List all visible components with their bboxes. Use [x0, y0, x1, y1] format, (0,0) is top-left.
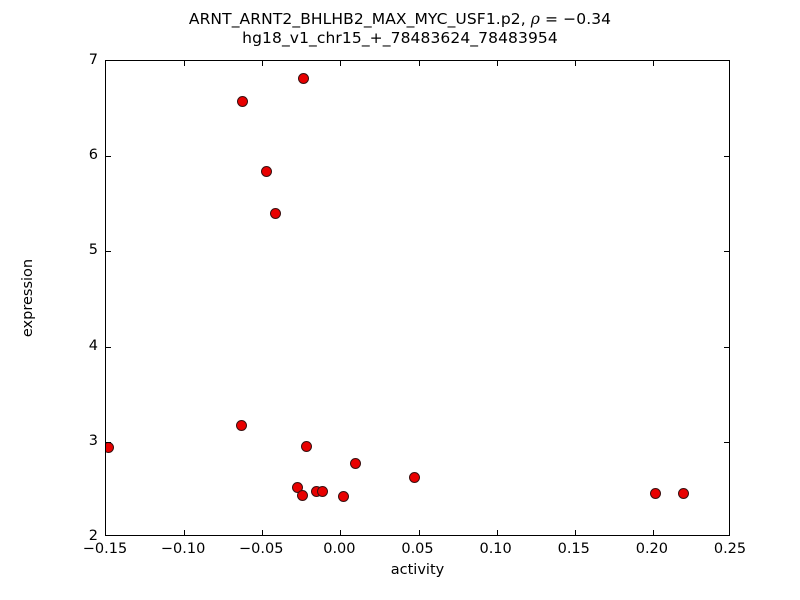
scatter-point: [649, 487, 661, 499]
chart-title: ARNT_ARNT2_BHLHB2_MAX_MYC_USF1.p2, ρ = −…: [0, 10, 800, 47]
chart-title-motif: ARNT_ARNT2_BHLHB2_MAX_MYC_USF1.p2,: [188, 10, 531, 28]
x-axis-tick: [418, 530, 420, 535]
scatter-point: [349, 458, 361, 470]
x-axis-tick-top: [496, 61, 498, 66]
x-axis-tick: [652, 530, 654, 535]
x-axis-tick-top: [184, 61, 186, 66]
x-tick-label: 0.10: [479, 541, 512, 557]
x-axis-tick: [496, 530, 498, 535]
x-tick-label: 0.05: [401, 541, 434, 557]
y-axis-tick-right: [724, 441, 729, 443]
x-axis-tick-top: [418, 61, 420, 66]
scatter-point: [106, 442, 114, 453]
x-tick-label: 0.20: [635, 541, 669, 557]
x-axis-tick-top: [652, 61, 654, 66]
y-tick-label: 4: [88, 337, 98, 354]
scatter-point: [237, 96, 249, 108]
rho-symbol: ρ: [530, 10, 540, 28]
x-tick-label: −0.10: [160, 541, 206, 557]
scatter-point: [301, 441, 313, 453]
y-tick-label: 6: [88, 147, 98, 164]
x-tick-label: 0.15: [557, 541, 590, 557]
y-axis-tick: [106, 251, 111, 253]
x-axis-label: activity: [390, 562, 445, 578]
y-axis-tick: [106, 346, 111, 348]
x-axis-tick: [340, 530, 342, 535]
scatter-point: [298, 72, 310, 84]
x-axis-tick: [574, 530, 576, 535]
x-axis-tick: [184, 530, 186, 535]
x-axis-tick-top: [262, 61, 264, 66]
x-tick-label: −0.15: [82, 541, 128, 557]
y-axis-label: expression: [20, 258, 36, 338]
y-axis-tick: [106, 156, 111, 158]
x-tick-label: 0.25: [713, 541, 747, 557]
x-tick-label: −0.05: [239, 541, 284, 557]
x-axis-tick-top: [340, 61, 342, 66]
scatter-point: [260, 165, 272, 177]
y-tick-label: 3: [88, 432, 98, 449]
plot-area: [106, 61, 729, 535]
y-axis-tick: [106, 441, 111, 443]
y-axis-tick-right: [724, 346, 729, 348]
x-tick-label: 0.00: [323, 541, 356, 557]
plot-frame: [105, 60, 730, 536]
scatter-point: [236, 420, 248, 432]
scatter-point: [409, 472, 421, 484]
x-axis-tick: [262, 530, 264, 535]
scatter-point: [270, 207, 282, 219]
scatter-point: [677, 487, 689, 499]
scatter-point: [338, 490, 349, 502]
chart-title-line-1: ARNT_ARNT2_BHLHB2_MAX_MYC_USF1.p2, ρ = −…: [0, 10, 800, 29]
y-axis-tick-right: [724, 156, 729, 158]
y-tick-label: 5: [88, 242, 98, 259]
chart-title-line-2: hg18_v1_chr15_+_78483624_78483954: [242, 28, 558, 47]
y-tick-label: 2: [88, 528, 98, 544]
y-axis-tick-right: [724, 251, 729, 253]
y-tick-label: 7: [88, 52, 98, 68]
scatter-point: [296, 489, 308, 501]
scatter-point: [316, 485, 328, 497]
rho-value: = −0.34: [540, 10, 612, 28]
x-axis-tick-top: [574, 61, 576, 66]
